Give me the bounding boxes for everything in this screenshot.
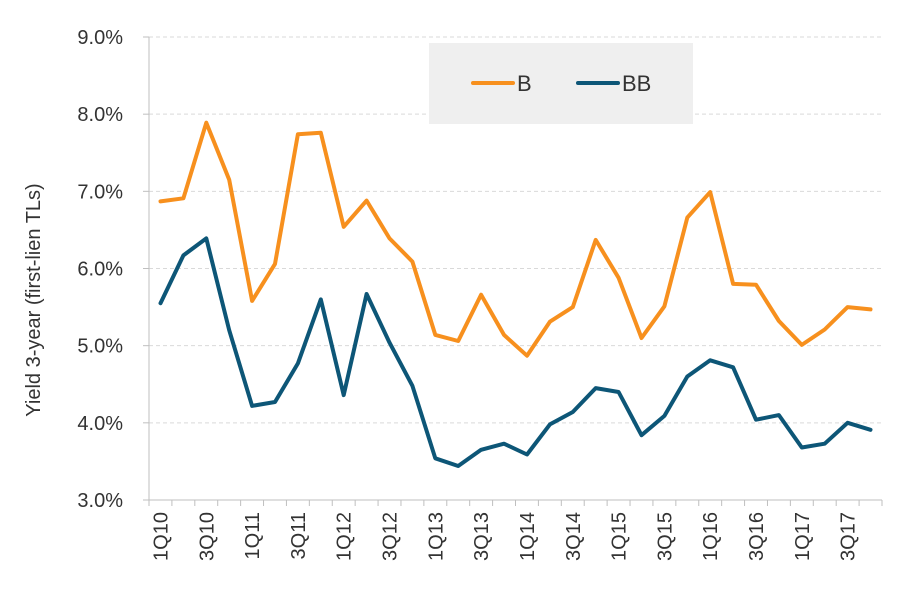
y-tick-label: 7.0% [77,181,123,203]
y-tick-label: 9.0% [77,27,123,49]
x-tick-label: 3Q11 [288,512,310,559]
x-tick-label: 3Q10 [196,512,218,561]
y-tick-label: 8.0% [77,104,123,126]
x-tick-label: 3Q15 [654,512,676,561]
legend-label-b: B [517,71,532,96]
x-tick-label: 3Q13 [471,512,493,561]
x-tick-label: 1Q13 [425,512,447,561]
axes [143,36,883,506]
series-lines [158,120,873,468]
x-tick-label: 1Q15 [609,512,631,561]
y-tick-label: 3.0% [77,490,123,512]
x-tick-labels: 1Q10 3Q10 1Q11 3Q11 1Q12 3Q12 1Q13 3Q13 1Q14 3Q14… [150,512,859,561]
x-tick-label: 1Q16 [700,512,722,561]
x-tick-label: 1Q11 [242,512,264,559]
x-tick-label: 1Q17 [792,512,814,561]
x-tick-label: 1Q12 [334,512,356,561]
y-axis-title: Yield 3-year (first-lien TLs) [23,183,45,416]
legend-background [429,43,693,124]
legend-label-bb: BB [622,71,651,96]
x-tick-label: 1Q10 [150,512,172,561]
x-tick-label: 1Q14 [517,512,539,561]
y-tick-label: 4.0% [77,413,123,435]
y-tick-label: 6.0% [77,259,123,281]
y-tick-labels: 3.0% 4.0% 5.0% 6.0% 7.0% 8.0% 9.0% [77,27,123,512]
series-line-b [158,120,873,358]
x-tick-label: 3Q17 [838,512,860,561]
legend: B BB [429,43,693,124]
x-tick-label: 3Q14 [563,512,585,561]
series-line-bb [158,236,873,468]
x-tick-label: 3Q12 [380,512,402,561]
x-tick-label: 3Q16 [746,512,768,561]
y-tick-label: 5.0% [77,336,123,358]
